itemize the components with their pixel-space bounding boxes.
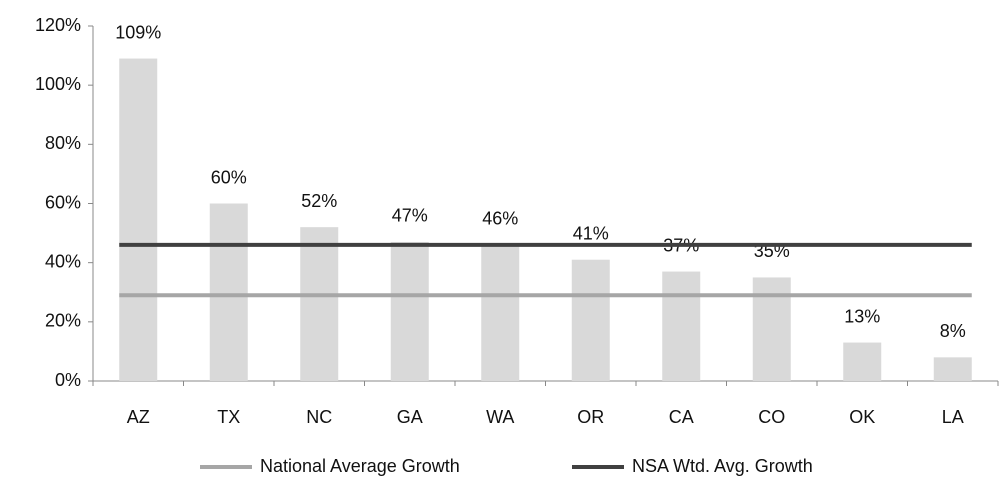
bar	[571, 259, 610, 381]
y-tick-label: 60%	[45, 192, 81, 212]
x-tick-label: GA	[397, 407, 423, 427]
y-tick-label: 80%	[45, 133, 81, 153]
data-label: 60%	[211, 167, 247, 187]
bar	[752, 277, 791, 381]
bar	[119, 58, 158, 382]
x-tick-label: CA	[669, 407, 694, 427]
y-tick-label: 100%	[35, 74, 81, 94]
data-label: 46%	[482, 209, 518, 229]
legend-label: National Average Growth	[260, 456, 460, 476]
x-tick-label: AZ	[127, 407, 150, 427]
data-label: 8%	[940, 321, 966, 341]
data-label: 41%	[573, 223, 609, 243]
x-tick-label: TX	[217, 407, 240, 427]
data-label: 47%	[392, 206, 428, 226]
bar	[843, 342, 882, 381]
x-tick-label: OR	[577, 407, 604, 427]
y-tick-label: 20%	[45, 311, 81, 331]
data-label: 109%	[115, 22, 161, 42]
x-tick-label: LA	[942, 407, 964, 427]
x-tick-label: NC	[306, 407, 332, 427]
legend-label: NSA Wtd. Avg. Growth	[632, 456, 813, 476]
x-tick-label: CO	[758, 407, 785, 427]
bar	[209, 203, 248, 381]
bar	[390, 241, 429, 381]
data-label: 13%	[844, 306, 880, 326]
x-tick-label: OK	[849, 407, 875, 427]
bar	[300, 227, 339, 381]
bar	[662, 271, 701, 381]
y-tick-label: 0%	[55, 370, 81, 390]
y-tick-label: 40%	[45, 251, 81, 271]
data-label: 52%	[301, 191, 337, 211]
bar	[481, 244, 520, 381]
x-tick-label: WA	[486, 407, 514, 427]
bar	[933, 357, 972, 381]
y-tick-label: 120%	[35, 15, 81, 35]
